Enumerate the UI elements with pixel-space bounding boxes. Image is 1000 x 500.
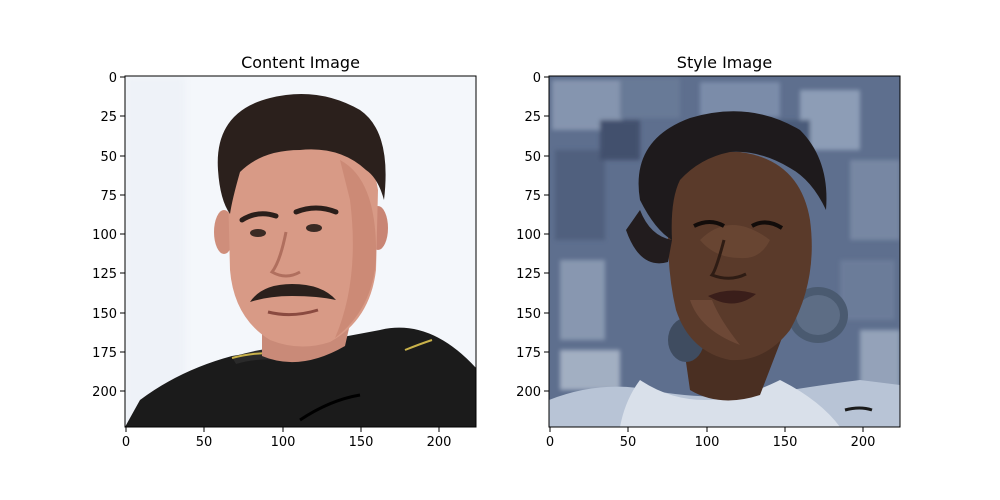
content-image-y-axis xyxy=(120,76,125,392)
style-image-ytick-label: 50 xyxy=(524,150,541,165)
style-image-ytick-label: 75 xyxy=(524,189,541,204)
style-image-frame xyxy=(548,75,901,428)
content-image-xtick-label: 200 xyxy=(427,435,452,450)
content-image-ytick-label: 100 xyxy=(92,228,117,243)
content-image-xtick-label: 50 xyxy=(196,435,213,450)
content-image-x-axis xyxy=(125,427,440,432)
content-image-ytick-label: 75 xyxy=(100,189,117,204)
style-image-title: Style Image xyxy=(677,53,772,72)
style-image-xtick-label: 100 xyxy=(695,435,720,450)
style-image-ytick-label: 175 xyxy=(516,346,541,361)
content-image-ytick-label: 0 xyxy=(109,71,117,86)
style-image-subplot: Style Image xyxy=(516,53,901,450)
content-image-ytick-label: 200 xyxy=(92,385,117,400)
style-image-xtick-label: 200 xyxy=(851,435,876,450)
style-image-x-axis xyxy=(549,427,864,432)
style-image-xtick-label: 150 xyxy=(773,435,798,450)
content-image-ytick-label: 175 xyxy=(92,346,117,361)
content-image-xtick-label: 100 xyxy=(271,435,296,450)
content-image-ytick-label: 50 xyxy=(100,150,117,165)
style-image-xtick-label: 50 xyxy=(620,435,637,450)
content-image-subplot: Content Image xyxy=(92,53,477,450)
content-image-xtick-label: 150 xyxy=(349,435,374,450)
style-image-xtick-label: 0 xyxy=(546,435,554,450)
content-image-frame xyxy=(124,75,477,428)
style-image-ytick-label: 200 xyxy=(516,385,541,400)
style-image-y-axis xyxy=(544,76,549,392)
style-image-picture xyxy=(549,76,900,427)
content-image-ytick-label: 150 xyxy=(92,307,117,322)
style-image-ytick-label: 150 xyxy=(516,307,541,322)
style-image-ytick-label: 25 xyxy=(524,110,541,125)
content-image-ytick-label: 125 xyxy=(92,267,117,282)
content-image-xtick-label: 0 xyxy=(122,435,130,450)
style-image-ytick-label: 125 xyxy=(516,267,541,282)
style-image-ytick-label: 0 xyxy=(533,71,541,86)
content-image-ytick-label: 25 xyxy=(100,110,117,125)
style-image-ytick-label: 100 xyxy=(516,228,541,243)
content-image-title: Content Image xyxy=(241,53,360,72)
content-image-picture xyxy=(125,76,476,427)
